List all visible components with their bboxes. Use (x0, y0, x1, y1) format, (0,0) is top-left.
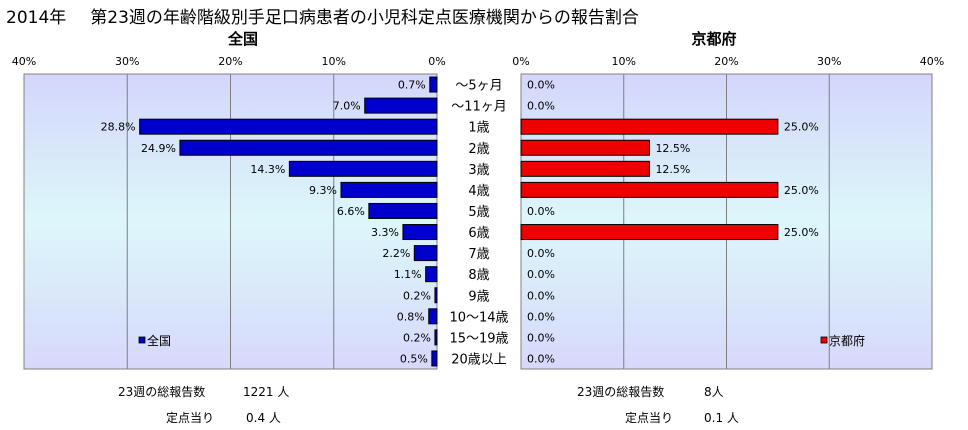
data-label: 25.0% (784, 121, 819, 134)
data-label: 0.8% (397, 310, 425, 323)
national-per-value: 0.4 人 (246, 411, 281, 425)
bar (434, 329, 438, 346)
kyoto-total-label: 23週の総報告数 (577, 385, 665, 399)
bar (429, 76, 438, 93)
national-total-label: 23週の総報告数 (118, 385, 206, 399)
kyoto-per-label: 定点当り (625, 411, 674, 425)
bar (431, 350, 438, 367)
data-label: 24.9% (141, 142, 176, 155)
category-label: 6歳 (468, 226, 489, 241)
data-label: 12.5% (655, 142, 690, 155)
x-tick-label: 10% (322, 55, 346, 68)
bar (340, 181, 438, 198)
x-tick-label: 40% (12, 55, 36, 68)
data-label: 0.0% (527, 79, 555, 92)
age-category-labels: ～5ヶ月 ～11ヶ月 1歳 2歳 3歳 4歳 5歳 6歳 7歳 8歳 9歳 10～14歳 15～19歳 2… (449, 79, 508, 368)
data-label: 0.2% (403, 289, 431, 302)
legend-swatch (138, 336, 146, 344)
data-label: 3.3% (371, 226, 399, 239)
data-label: 25.0% (784, 184, 819, 197)
bar (425, 266, 438, 283)
bar (368, 202, 438, 219)
bar (520, 160, 650, 177)
bar (179, 139, 438, 156)
data-label: 28.8% (101, 121, 136, 134)
bar (520, 224, 779, 241)
bar (428, 308, 438, 325)
category-label: 20歳以上 (451, 352, 507, 367)
bar (288, 160, 438, 177)
national-total-value: 1221 人 (243, 385, 290, 399)
legend-label: 全国 (147, 333, 171, 348)
data-label: 0.0% (527, 289, 555, 302)
national-panel-title: 全国 (227, 30, 258, 48)
kyoto-total-value: 8人 (704, 385, 724, 399)
data-label: 25.0% (784, 226, 819, 239)
data-label: 0.0% (527, 352, 555, 365)
data-label: 0.0% (527, 310, 555, 323)
data-label: 0.2% (403, 331, 431, 344)
data-label: 0.5% (400, 352, 428, 365)
category-label: 15～19歳 (449, 331, 508, 346)
bar (520, 181, 779, 198)
category-label: 10～14歳 (449, 310, 508, 325)
national-chart: 40% 30% 20% 10% 0%0.7% 7.0% 28.8% 24.9% 14.3% 9.3… (12, 55, 446, 370)
x-tick-label: 30% (817, 55, 841, 68)
data-label: 2.2% (382, 247, 410, 260)
x-tick-label: 10% (612, 55, 636, 68)
category-label: 7歳 (468, 247, 489, 262)
category-label: 2歳 (468, 142, 489, 157)
bar (520, 118, 779, 135)
category-label: 8歳 (468, 268, 489, 283)
bar (434, 287, 438, 304)
category-label: 4歳 (468, 184, 489, 199)
category-label: 5歳 (468, 205, 489, 220)
kyoto-per-value: 0.1 人 (704, 411, 739, 425)
title-year: 2014年 (6, 8, 67, 28)
bar (139, 118, 438, 135)
bar (364, 97, 438, 114)
data-label: 0.7% (398, 79, 426, 92)
bar (520, 139, 650, 156)
data-label: 14.3% (250, 163, 285, 176)
national-per-label: 定点当り (166, 411, 215, 425)
category-label: ～5ヶ月 (455, 79, 502, 94)
x-tick-label: 0% (512, 55, 529, 68)
kyoto-panel-title: 京都府 (691, 30, 737, 48)
title-text: 第23週の年齢階級別手足口病患者の小児科定点医療機関からの報告割合 (90, 8, 639, 28)
x-tick-label: 20% (714, 55, 738, 68)
data-label: 1.1% (394, 268, 422, 281)
x-tick-label: 30% (115, 55, 139, 68)
data-label: 9.3% (309, 184, 337, 197)
data-label: 6.6% (337, 205, 365, 218)
data-label: 12.5% (655, 163, 690, 176)
bar (402, 224, 438, 241)
kyoto-chart: 0% 10% 20% 30% 40% 0.0% 0.0% 25.0% 12.5% 12.5% 25.… (512, 55, 944, 370)
data-label: 0.0% (527, 268, 555, 281)
x-tick-label: 20% (218, 55, 242, 68)
category-label: 9歳 (468, 289, 489, 304)
category-label: 1歳 (468, 121, 489, 136)
x-tick-label: 0% (428, 55, 445, 68)
legend-label: 京都府 (829, 333, 865, 348)
chart-title: 2014年 第23週の年齢階級別手足口病患者の小児科定点医療機関からの報告割合 (6, 3, 639, 28)
data-label: 0.0% (527, 247, 555, 260)
data-label: 7.0% (333, 100, 361, 113)
x-tick-label: 40% (920, 55, 944, 68)
data-label: 0.0% (527, 331, 555, 344)
category-label: 3歳 (468, 163, 489, 178)
bar (413, 245, 438, 262)
legend-swatch (820, 336, 828, 344)
category-label: ～11ヶ月 (451, 100, 507, 115)
data-label: 0.0% (527, 100, 555, 113)
data-label: 0.0% (527, 205, 555, 218)
